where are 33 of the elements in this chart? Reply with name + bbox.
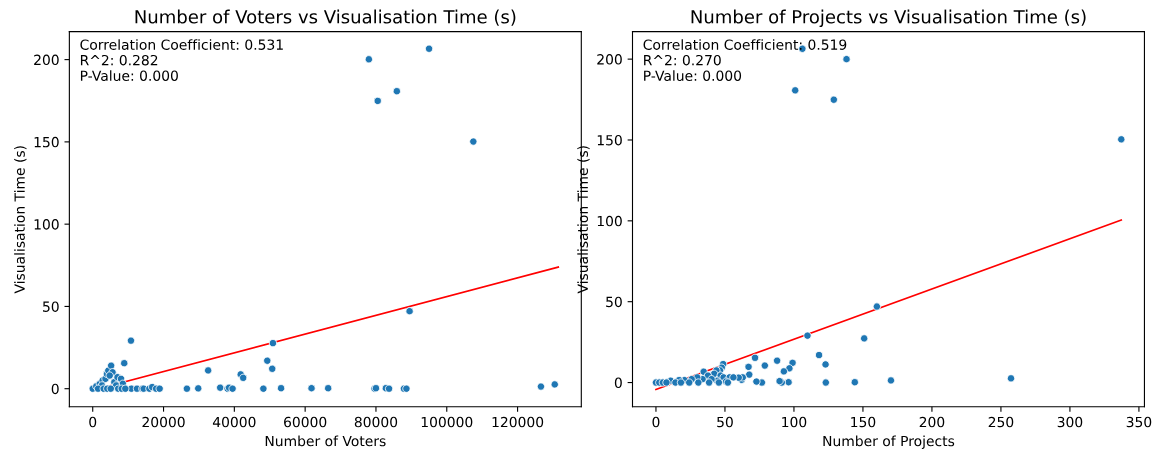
x-tick-label: 300 [1057,416,1083,428]
y-axis-title: Visualisation Time (s) [577,146,590,294]
x-tick-label: 200 [919,416,945,428]
x-tick-label: 120000 [492,416,544,428]
x-tick-label: 50 [717,416,733,428]
x-tick-label: 0 [652,416,660,428]
x-tick-label: 150 [851,416,876,428]
x-tick-label: 80000 [354,416,398,428]
chart-title: Number of Voters vs Visualisation Time (s) [135,9,516,26]
x-axis-title: Number of Projects [823,435,955,449]
y-axis-title: Visualisation Time (s) [14,146,27,294]
x-tick-label: 100 [782,416,807,428]
y-tick-label: 0 [51,383,59,395]
y-tick-label: 100 [597,215,622,227]
y-tick-label: 200 [34,54,59,66]
y-tick-label: 150 [34,136,59,148]
x-tick-label: 60000 [284,416,327,428]
y-tick-label: 50 [43,301,59,312]
y-tick-label: 150 [597,134,622,146]
annotation: Correlation Coefficient: 0.531 R^2: 0.282 P-Value: 0.000 [80,39,283,81]
x-tick-label: 250 [988,416,1014,428]
y-tick-label: 50 [606,296,622,308]
annotation: Correlation Coefficient: 0.519 R^2: 0.270 P-Value: 0.000 [643,39,847,81]
x-tick-label: 20000 [142,416,185,428]
y-tick-label: 200 [597,54,622,65]
x-axis-title: Number of Voters [265,435,386,447]
y-tick-label: 100 [34,219,59,230]
y-tick-label: 0 [614,377,622,389]
x-tick-label: 100000 [421,416,473,428]
x-tick-label: 0 [89,416,97,428]
x-tick-label: 350 [1126,416,1152,428]
chart-title: Number of Projects vs Visualisation Time (s) [691,9,1086,28]
x-tick-label: 40000 [212,416,256,428]
